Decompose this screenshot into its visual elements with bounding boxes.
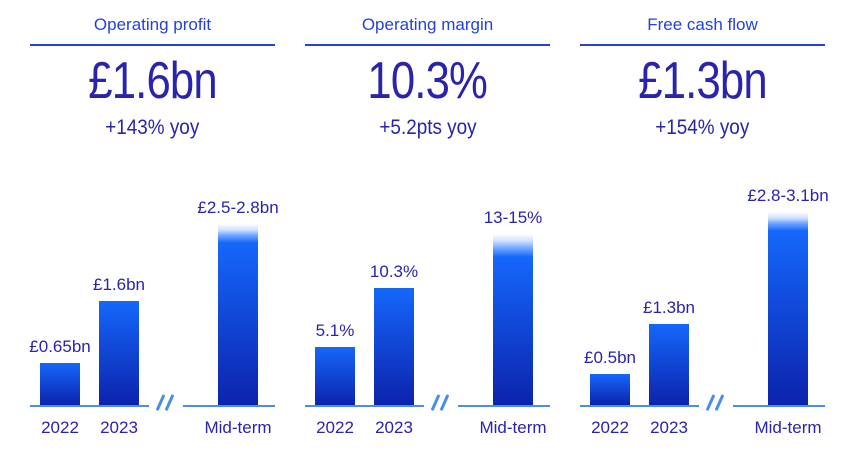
panel-operating-margin: Operating margin 10.3% +5.2pts yoy 5.1% …: [305, 0, 550, 438]
x-axis-label-2023: 2023: [375, 418, 413, 437]
x-axis-line: [183, 405, 275, 407]
bar-value-label: £0.5bn: [584, 348, 636, 367]
panel-header: Operating margin 10.3% +5.2pts yoy: [305, 0, 550, 140]
axis-break-icon: [428, 392, 456, 414]
bar-value-label: 5.1%: [315, 321, 355, 340]
headline-value: £1.3bn: [580, 52, 825, 110]
headline-value: 10.3%: [305, 52, 550, 110]
yoy-change: +143% yoy: [30, 116, 275, 140]
bar-mid-term: [768, 212, 808, 405]
x-axis-line: [458, 405, 550, 407]
yoy-change-text: +5.2pts yoy: [378, 116, 477, 139]
bar-2023: [649, 324, 689, 405]
panel-title: Free cash flow: [647, 15, 758, 34]
panel-title: Operating profit: [93, 15, 212, 34]
yoy-change: +154% yoy: [580, 116, 825, 140]
bar-group-2023: £1.3bn: [643, 298, 695, 405]
panel-title: Operating margin: [361, 15, 494, 34]
bar-2022: [315, 347, 355, 405]
bar-value-label: £2.5-2.8bn: [197, 198, 279, 217]
bar-value-label: 10.3%: [369, 262, 419, 281]
x-axis-label-mid-term: Mid-term: [479, 418, 547, 437]
headline-value-text: £1.3bn: [638, 52, 767, 110]
title-underline: [30, 44, 275, 46]
bar-group-2022: 5.1%: [315, 321, 355, 405]
bar-group-2022: £0.5bn: [584, 348, 636, 405]
x-axis-label-2022: 2022: [591, 418, 629, 437]
title-underline: [580, 44, 825, 46]
x-axis-label-2022: 2022: [41, 418, 79, 437]
x-axis-line: [305, 405, 424, 407]
x-axis-label-2023: 2023: [100, 418, 138, 437]
yoy-change-text: +143% yoy: [105, 116, 200, 139]
bar-mid-term: [493, 234, 533, 405]
axis-break-icon: [703, 392, 731, 414]
x-axis-line: [733, 405, 825, 407]
bar-value-label: 13-15%: [483, 208, 543, 227]
bar-group-mid-term: £2.5-2.8bn: [197, 198, 279, 405]
bar-value-label: £1.3bn: [643, 298, 695, 317]
yoy-change-text: +154% yoy: [655, 116, 750, 139]
bar-group-2023: £1.6bn: [93, 275, 145, 405]
bar-group-mid-term: £2.8-3.1bn: [747, 186, 829, 405]
bar-group-2022: £0.65bn: [29, 337, 91, 405]
x-axis-label-2022: 2022: [316, 418, 354, 437]
bar-2022: [590, 374, 630, 405]
x-axis-line: [580, 405, 699, 407]
bar-value-label: £1.6bn: [93, 275, 145, 294]
bar-mid-term: [218, 224, 258, 405]
bar-2022: [40, 363, 80, 405]
kpi-dashboard: Operating profit £1.6bn +143% yoy £0.65b…: [29, 0, 829, 438]
bar-value-label: £2.8-3.1bn: [747, 186, 829, 205]
headline-value-text: £1.6bn: [88, 52, 217, 110]
yoy-change: +5.2pts yoy: [305, 116, 550, 140]
bar-2023: [374, 288, 414, 405]
bar-group-mid-term: 13-15%: [484, 208, 542, 405]
bar-chart-free-cash-flow: £0.5bn £1.3bn £2.8-3.1bn: [580, 177, 829, 411]
title-underline: [305, 44, 550, 46]
bar-chart-operating-margin: 5.1% 10.3% 13-15%: [305, 177, 550, 411]
x-axis-line: [30, 405, 149, 407]
x-axis-labels: 2022 2023 Mid-term: [305, 418, 550, 438]
x-axis-label-2023: 2023: [650, 418, 688, 437]
bar-group-2023: 10.3%: [370, 262, 418, 405]
panel-header: Free cash flow £1.3bn +154% yoy: [580, 0, 825, 140]
headline-value: £1.6bn: [30, 52, 275, 110]
x-axis-labels: 2022 2023 Mid-term: [580, 418, 825, 438]
x-axis-label-mid-term: Mid-term: [204, 418, 272, 437]
headline-value-text: 10.3%: [367, 52, 489, 110]
bar-2023: [99, 301, 139, 405]
panel-operating-profit: Operating profit £1.6bn +143% yoy £0.65b…: [29, 0, 279, 438]
bar-chart-operating-profit: £0.65bn £1.6bn £2.5-2.8bn: [29, 177, 279, 411]
panel-header: Operating profit £1.6bn +143% yoy: [30, 0, 275, 140]
x-axis-labels: 2022 2023 Mid-term: [30, 418, 275, 438]
axis-break-icon: [153, 392, 181, 414]
x-axis-label-mid-term: Mid-term: [754, 418, 822, 437]
panel-free-cash-flow: Free cash flow £1.3bn +154% yoy £0.5bn £…: [580, 0, 829, 438]
bar-value-label: £0.65bn: [29, 337, 91, 356]
